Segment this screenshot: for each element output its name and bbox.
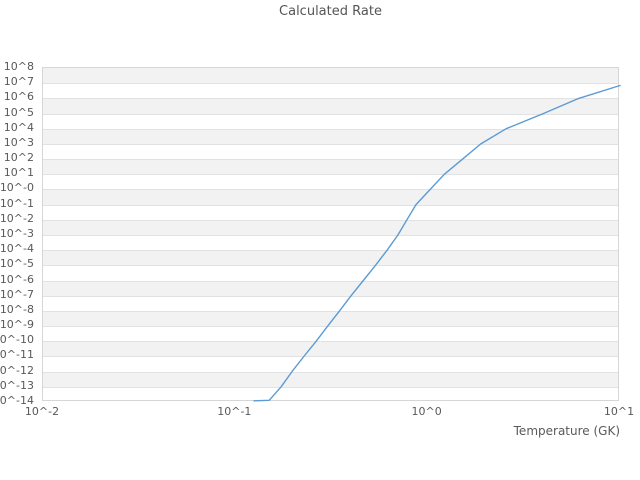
y-gridline <box>43 143 618 145</box>
decade-band <box>43 219 618 235</box>
decade-band <box>43 310 618 327</box>
y-gridline <box>43 113 618 115</box>
rate-curve <box>253 84 621 402</box>
y-tick-label: 10^-8 <box>0 302 34 316</box>
y-tick-label: 10^-0 <box>0 181 34 195</box>
y-tick-label: 10^8 <box>3 60 34 73</box>
y-gridline <box>43 310 618 312</box>
y-tick-label: 10^-6 <box>0 272 34 286</box>
decade-band <box>43 371 618 387</box>
y-gridline <box>43 295 618 297</box>
y-gridline <box>43 98 618 100</box>
y-gridline <box>43 265 618 267</box>
y-tick-label: 10^-3 <box>0 227 34 240</box>
y-gridline <box>43 189 618 191</box>
x-axis-label: Temperature (GK) <box>513 424 620 438</box>
y-gridline <box>43 356 618 358</box>
y-tick-label: 10^-1 <box>0 196 34 210</box>
y-tick-label: 10^1 <box>3 166 34 180</box>
y-gridline <box>43 371 618 373</box>
y-gridline <box>43 250 618 252</box>
y-tick-label: 10^7 <box>3 75 34 89</box>
y-gridline <box>43 204 618 206</box>
decade-band <box>43 341 618 357</box>
y-tick-label: 10^-10 <box>0 333 34 347</box>
y-tick-label: 10^-12 <box>0 363 34 377</box>
decade-band <box>43 250 618 266</box>
y-gridline <box>43 386 618 388</box>
y-tick-label: 10^-13 <box>0 378 34 392</box>
y-gridline <box>43 128 618 130</box>
y-gridline <box>43 280 618 282</box>
decade-band <box>43 189 618 205</box>
y-tick-label: 10^4 <box>3 120 34 134</box>
y-tick-label: 10^-7 <box>0 287 34 301</box>
decade-band <box>43 98 618 114</box>
y-gridline <box>43 83 618 85</box>
y-tick-label: 10^-5 <box>0 257 34 271</box>
y-tick-label: 10^6 <box>3 90 34 104</box>
y-tick-label: 10^-14 <box>0 394 34 407</box>
x-tick-label: 10^-1 <box>217 405 252 418</box>
decade-band <box>43 68 618 84</box>
decade-band <box>43 159 618 175</box>
y-gridline <box>43 159 618 161</box>
y-gridline <box>43 326 618 328</box>
curve-canvas <box>253 84 621 402</box>
x-tick-label: 10^1 <box>603 405 635 418</box>
y-tick-label: 10^2 <box>3 151 34 165</box>
y-tick-label: 10^-2 <box>0 211 34 225</box>
chart-title: Calculated Rate <box>279 4 382 19</box>
y-tick-label: 10^-11 <box>0 348 34 362</box>
y-tick-label: 10^5 <box>3 105 34 119</box>
y-gridline <box>43 219 618 221</box>
x-tick-label: 10^-2 <box>24 405 60 418</box>
y-gridline <box>43 174 618 176</box>
y-gridline <box>43 341 618 343</box>
y-tick-label: 10^-4 <box>0 242 34 256</box>
decade-band <box>43 280 618 296</box>
y-tick-label: 10^-9 <box>0 318 34 332</box>
decade-band <box>43 128 618 144</box>
y-tick-label: 10^3 <box>3 135 34 149</box>
x-tick-label: 10^0 <box>411 405 442 418</box>
plot-area <box>42 67 621 402</box>
y-gridline <box>43 235 618 236</box>
